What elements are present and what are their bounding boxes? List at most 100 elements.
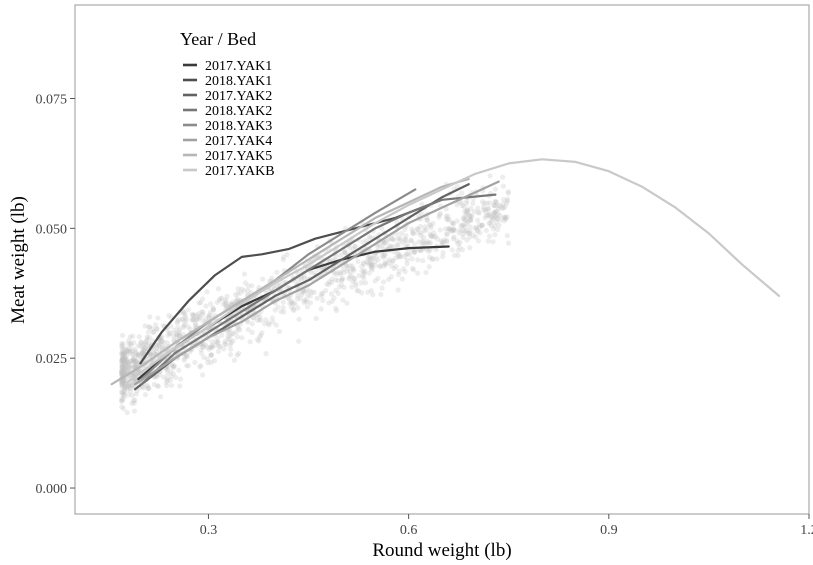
scatter-point: [269, 275, 275, 281]
scatter-point: [333, 287, 339, 294]
scatter-point: [215, 335, 221, 341]
scatter-point: [120, 392, 127, 398]
scatter-point: [377, 264, 383, 270]
scatter-point: [338, 252, 344, 258]
scatter-point: [120, 358, 126, 364]
scatter-point: [393, 264, 399, 270]
x-tick-label: 1.2: [800, 523, 813, 538]
scatter-point: [155, 383, 161, 389]
scatter-point: [326, 281, 332, 288]
scatter-point: [355, 258, 361, 265]
scatter-point: [426, 264, 432, 270]
scatter-point: [354, 287, 360, 294]
scatter-point: [297, 296, 303, 302]
scatter-point: [391, 265, 397, 271]
scatter-point: [142, 345, 148, 351]
scatter-point: [121, 386, 128, 392]
scatter-point: [167, 330, 173, 336]
scatter-point: [140, 348, 147, 354]
scatter-point: [502, 215, 508, 221]
scatter-point: [406, 251, 413, 257]
scatter-point: [176, 332, 183, 339]
scatter-point: [379, 285, 385, 291]
scatter-point: [146, 324, 152, 330]
scatter-point: [386, 236, 392, 242]
scatter-point: [119, 357, 125, 363]
scatter-point: [402, 237, 408, 243]
scatter-point: [397, 254, 404, 260]
scatter-point: [120, 378, 127, 384]
scatter-point: [368, 261, 375, 268]
scatter-point: [461, 203, 467, 210]
scatter-point: [126, 380, 132, 386]
scatter-point: [119, 332, 126, 339]
scatter-point: [122, 360, 128, 366]
scatter-point: [183, 352, 189, 358]
scatter-point: [496, 222, 502, 228]
scatter-point: [129, 400, 135, 406]
scatter-point: [455, 248, 461, 254]
scatter-point: [120, 369, 126, 375]
scatter-point: [485, 206, 491, 212]
scatter-point: [122, 363, 128, 369]
legend-label-2017.YAK1: 2017.YAK1: [205, 59, 272, 74]
scatter-point: [462, 228, 468, 234]
scatter-point: [456, 244, 463, 250]
scatter-point: [187, 326, 193, 332]
scatter-point: [431, 230, 437, 236]
scatter-point: [399, 276, 405, 282]
scatter-point: [183, 315, 189, 322]
scatter-point: [119, 379, 125, 385]
scatter-point: [202, 342, 208, 348]
scatter-point: [128, 362, 134, 368]
scatter-point: [210, 307, 217, 313]
scatter-point: [455, 252, 461, 259]
scatter-point: [196, 311, 202, 317]
scatter-point: [208, 352, 214, 358]
scatter-point: [165, 332, 171, 339]
scatter-point: [120, 346, 126, 352]
scatter-point: [421, 228, 427, 234]
scatter-point: [170, 337, 177, 343]
scatter-point: [408, 237, 414, 243]
scatter-point: [209, 344, 215, 351]
legend: Year / Bed 2017.YAK12018.YAK12017.YAK220…: [180, 29, 275, 179]
scatter-point: [471, 209, 477, 215]
scatter-point: [301, 299, 307, 306]
scatter-point: [182, 313, 188, 319]
scatter-point: [168, 373, 175, 380]
scatter-point: [122, 345, 128, 352]
scatter-point: [344, 300, 350, 306]
scatter-point: [222, 341, 228, 347]
scatter-point: [496, 202, 502, 209]
scatter-point: [403, 251, 409, 258]
scatter-point: [141, 385, 147, 391]
scatter-point: [391, 237, 397, 243]
scatter-point: [133, 391, 139, 397]
scatter-point: [382, 239, 388, 246]
scatter-point: [119, 369, 125, 375]
scatter-point: [326, 300, 332, 306]
scatter-point: [360, 239, 366, 245]
scatter-point: [303, 296, 309, 302]
scatter-point: [487, 200, 493, 206]
scatter-point: [460, 234, 466, 241]
y-tick-label: 0.075: [36, 92, 68, 107]
scatter-point: [301, 297, 307, 304]
scatter-point: [404, 240, 410, 246]
scatter-point: [493, 212, 499, 219]
scatter-point: [361, 271, 367, 277]
scatter-point: [295, 338, 302, 344]
scatter-point: [492, 232, 498, 238]
scatter-point: [123, 366, 129, 372]
scatter-point: [219, 295, 225, 301]
scatter-point: [223, 297, 229, 303]
scatter-point: [132, 359, 138, 365]
scatter-point: [307, 300, 314, 306]
scatter-point: [388, 235, 394, 242]
series-line-2017.YAK4: [134, 180, 500, 386]
scatter-point: [436, 212, 443, 218]
scatter-point: [301, 275, 307, 281]
scatter-point: [486, 233, 493, 239]
